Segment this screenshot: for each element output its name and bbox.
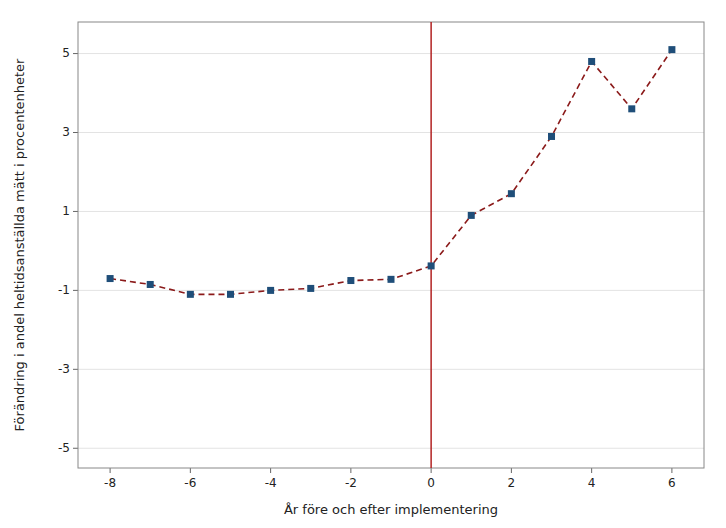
tick-mark (671, 468, 672, 473)
grid-line (78, 369, 704, 370)
data-point (628, 105, 635, 112)
data-point (187, 291, 194, 298)
data-point (428, 262, 435, 269)
tick-label: -3 (58, 362, 70, 376)
tick-label: 4 (588, 476, 596, 490)
tick-mark (270, 468, 271, 473)
tick-mark (190, 468, 191, 473)
grid (78, 54, 704, 449)
reference-line (430, 22, 432, 468)
data-point (588, 58, 595, 65)
tick-label: 3 (62, 125, 70, 139)
data-point (347, 277, 354, 284)
data-point (147, 281, 154, 288)
tick-label: 6 (668, 476, 676, 490)
grid-line (78, 448, 704, 449)
data-point (388, 276, 395, 283)
tick-mark (110, 468, 111, 473)
data-point (468, 212, 475, 219)
plot-area (78, 22, 704, 468)
chart: -5 -3 -1 1 3 5 -8 -6 -4 -2 0 2 4 6 År före och efter i… (0, 0, 726, 528)
y-axis-label: Förändring i andel heltidsanställda mätt… (12, 58, 27, 432)
plot-frame (78, 22, 704, 468)
tick-mark (73, 369, 78, 370)
tick-label: 0 (427, 476, 435, 490)
data-point (107, 275, 114, 282)
tick-mark (73, 290, 78, 291)
grid-line (78, 53, 704, 54)
tick-label: 2 (508, 476, 516, 490)
data-layer (107, 22, 676, 468)
tick-label: -4 (265, 476, 277, 490)
tick-mark (591, 468, 592, 473)
tick-label: -5 (58, 441, 70, 455)
data-line (110, 50, 672, 295)
tick-mark (73, 211, 78, 212)
tick-label: -2 (345, 476, 357, 490)
data-point (548, 133, 555, 140)
data-point (307, 285, 314, 292)
tick-mark (73, 132, 78, 133)
x-axis-label: År före och efter implementering (284, 502, 498, 517)
tick-mark (73, 53, 78, 54)
tick-mark (511, 468, 512, 473)
tick-label: 5 (62, 46, 70, 60)
data-point (267, 287, 274, 294)
grid-line (78, 132, 704, 133)
tick-mark (73, 448, 78, 449)
tick-mark (350, 468, 351, 473)
tick-label: -8 (104, 476, 116, 490)
tick-label: 1 (62, 204, 70, 218)
tick-label: -6 (184, 476, 196, 490)
grid-line (78, 211, 704, 212)
data-point (668, 46, 675, 53)
data-point (508, 190, 515, 197)
data-point (227, 291, 234, 298)
tick-mark (431, 468, 432, 473)
tick-label: -1 (58, 283, 70, 297)
